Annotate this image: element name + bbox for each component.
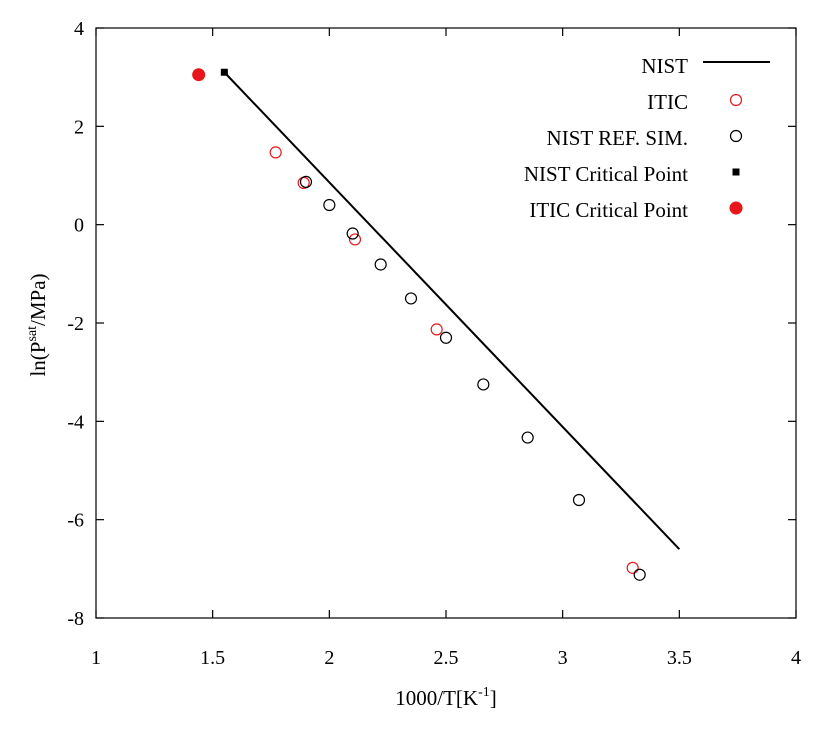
data-point-itic xyxy=(348,233,362,246)
x-tick-label: 2.5 xyxy=(434,647,459,669)
data-point-itic xyxy=(626,561,639,574)
x-tick-label: 3 xyxy=(558,647,568,669)
series-line-nist xyxy=(223,71,681,550)
data-point-nist-ref-sim xyxy=(374,258,387,271)
y-tick-label: 2 xyxy=(74,116,84,138)
y-axis-title: ln(Psat/MPa) xyxy=(25,273,50,376)
legend-sample-nist-ref-sim xyxy=(729,129,743,143)
plot-frame xyxy=(95,27,797,619)
data-point-itic xyxy=(269,146,282,159)
legend-label-nist: NIST xyxy=(641,54,688,78)
data-point-nist-ref-sim xyxy=(404,292,418,305)
data-point-nist-ref-sim xyxy=(346,227,359,240)
legend-label-nist-critical-point: NIST Critical Point xyxy=(524,162,688,186)
y-tick-label: -6 xyxy=(67,510,84,532)
data-point-nist-ref-sim xyxy=(521,431,534,444)
x-tick-label: 4 xyxy=(791,647,801,669)
x-tick-label: 1 xyxy=(91,647,101,669)
x-tick-label: 2 xyxy=(324,647,334,669)
legend-label-nist-ref-sim: NIST REF. SIM. xyxy=(547,126,688,150)
data-point-nist-ref-sim xyxy=(323,198,336,212)
axis-ticks: 1 1.5 2 2.5 3 3.5 4 -8 -6 -4 -2 0 2 4 xyxy=(67,18,801,669)
y-tick-label: -8 xyxy=(67,608,84,630)
data-point-nist-ref-sim xyxy=(299,175,313,188)
y-tick-label: -4 xyxy=(67,411,84,433)
legend-label-itic-critical-point: ITIC Critical Point xyxy=(529,198,688,222)
legend-sample-itic-critical-point xyxy=(729,201,743,215)
data-point-itic xyxy=(430,323,443,336)
y-tick-label: 0 xyxy=(74,215,84,237)
data-point-nist-ref-sim xyxy=(439,331,453,344)
data-point-nist-ref-sim xyxy=(572,493,586,507)
x-tick-label: 1.5 xyxy=(200,647,225,669)
legend-sample-itic xyxy=(729,93,743,107)
data-point-itic-critical-point xyxy=(192,68,206,82)
y-tick-label: -2 xyxy=(67,313,84,335)
y-tick-label: 4 xyxy=(74,18,84,40)
legend: NIST ITIC NIST REF. SIM. NIST Critical Poin… xyxy=(524,54,770,222)
legend-label-itic: ITIC xyxy=(647,90,688,114)
legend-sample-nist-critical-point xyxy=(732,168,740,176)
x-tick-label: 3.5 xyxy=(667,647,692,669)
x-axis-title: 1000/T[K-1] xyxy=(395,685,497,710)
data-point-nist-ref-sim xyxy=(477,378,490,391)
data-point-nist-critical-point xyxy=(220,68,228,76)
data-marks xyxy=(192,68,681,581)
plot-border xyxy=(95,27,797,619)
data-point-nist-ref-sim xyxy=(633,568,646,581)
